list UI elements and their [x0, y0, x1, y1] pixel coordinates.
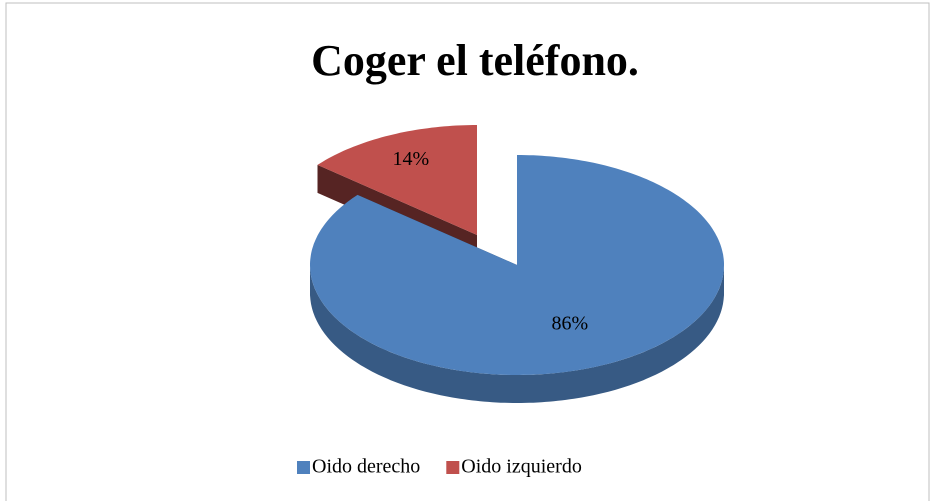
legend-swatch: [446, 461, 460, 474]
data-label: 86%: [552, 312, 589, 334]
legend-label: Oido derecho: [312, 456, 420, 478]
slice: [317, 125, 477, 235]
slice: [310, 155, 724, 375]
legend-label: Oido izquierdo: [461, 456, 582, 478]
data-label: 14%: [393, 148, 430, 170]
legend-swatch: [297, 461, 310, 474]
chart-title: Coger el teléfono.: [311, 36, 639, 85]
slice-side: [310, 265, 724, 403]
